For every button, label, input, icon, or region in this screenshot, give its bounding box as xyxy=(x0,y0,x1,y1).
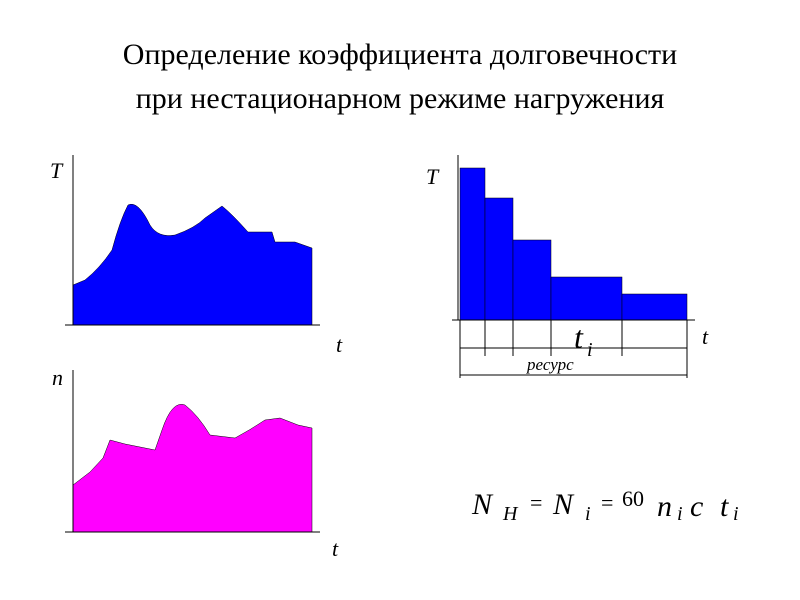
block xyxy=(621,293,688,321)
formula: N H = N i = 60 n i c t i xyxy=(471,486,739,525)
x-label: t xyxy=(336,332,343,357)
cycles-area xyxy=(72,404,313,533)
torque-area xyxy=(72,203,313,326)
formula-part: n xyxy=(657,490,672,523)
y-label: T xyxy=(426,164,440,189)
formula-sub: i xyxy=(733,503,739,525)
block xyxy=(512,239,552,321)
block xyxy=(550,276,623,321)
formula-part: N xyxy=(552,488,575,521)
title-line: при нестационарном режиме нагружения xyxy=(136,82,665,115)
interval-label: t xyxy=(574,319,584,355)
formula-part: = xyxy=(601,490,613,515)
formula-part: = xyxy=(530,490,542,515)
title-line: Определение коэффициента долговечности xyxy=(123,38,677,71)
x-label: t xyxy=(702,324,709,349)
formula-part: c xyxy=(690,490,703,523)
formula-sub: i xyxy=(677,503,683,525)
cycles-diagram: n t xyxy=(52,365,339,561)
block xyxy=(484,197,514,321)
formula-part: t xyxy=(720,490,729,523)
block xyxy=(459,167,486,321)
formula-part: N xyxy=(471,488,494,521)
formula-part: 60 xyxy=(622,486,644,511)
formula-sub: H xyxy=(502,503,519,525)
y-label: T xyxy=(50,158,64,183)
y-label: n xyxy=(52,365,63,390)
block-diagram: T t t i ресурс xyxy=(426,155,709,378)
x-label: t xyxy=(332,536,339,561)
interval-sub: i xyxy=(587,339,593,361)
span-label: ресурс xyxy=(526,355,574,374)
torque-diagram: T t xyxy=(50,155,343,357)
formula-sub: i xyxy=(585,503,591,525)
